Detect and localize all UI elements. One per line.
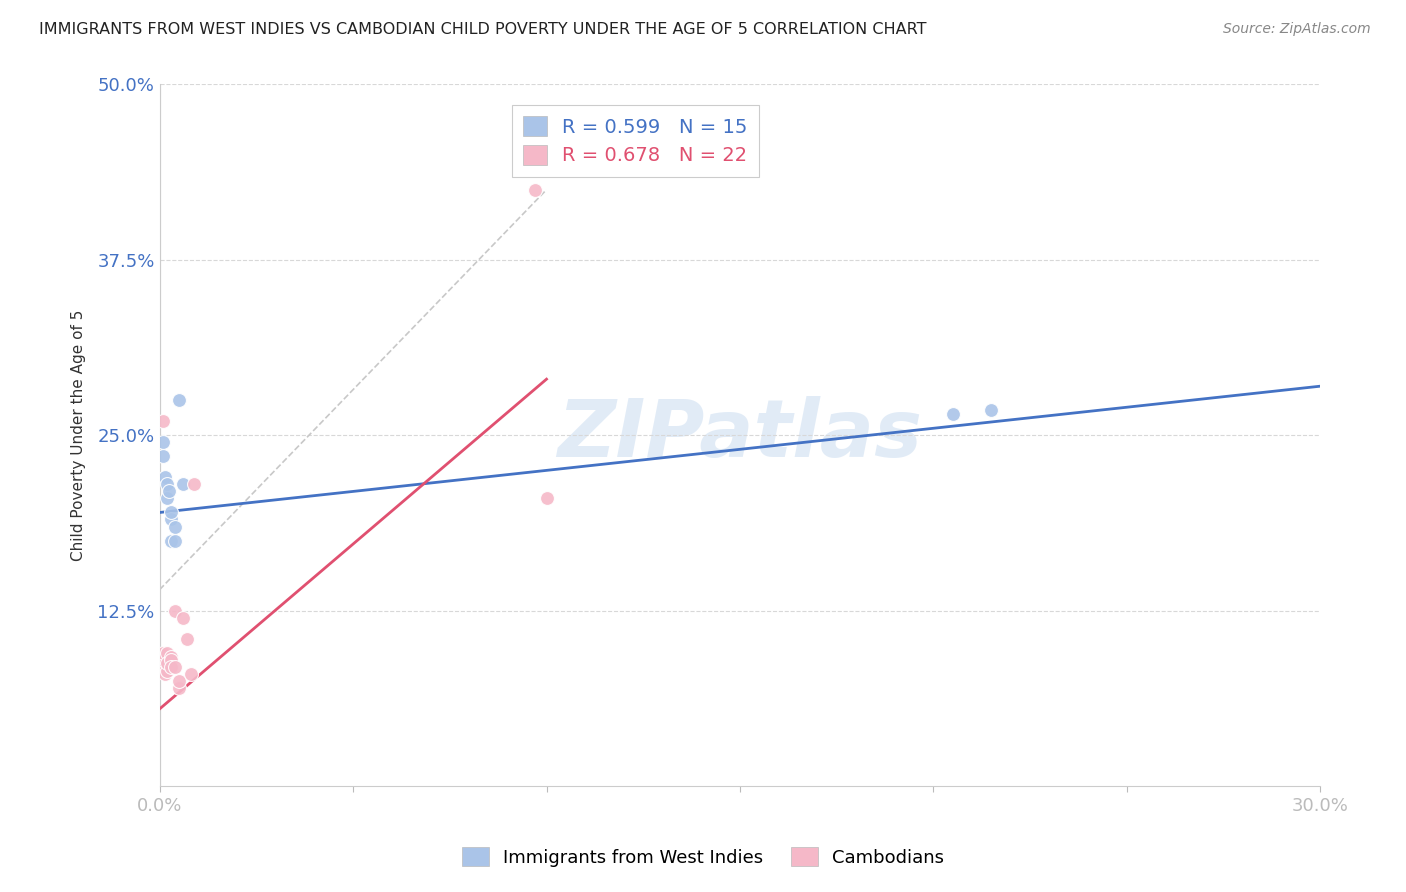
Legend: R = 0.599   N = 15, R = 0.678   N = 22: R = 0.599 N = 15, R = 0.678 N = 22 bbox=[512, 104, 759, 177]
Point bbox=[156, 477, 179, 491]
Point bbox=[165, 519, 187, 533]
Point bbox=[156, 646, 179, 660]
Point bbox=[167, 681, 190, 695]
Point bbox=[160, 650, 183, 665]
Point bbox=[180, 666, 202, 681]
Point bbox=[152, 450, 174, 464]
Legend: Immigrants from West Indies, Cambodians: Immigrants from West Indies, Cambodians bbox=[454, 840, 952, 874]
Point bbox=[172, 611, 194, 625]
Point bbox=[160, 512, 183, 526]
Point bbox=[156, 656, 179, 670]
Point bbox=[176, 632, 198, 646]
Point bbox=[156, 664, 179, 678]
Point bbox=[160, 533, 183, 548]
Point bbox=[152, 646, 174, 660]
Point bbox=[167, 673, 190, 688]
Point bbox=[165, 660, 187, 674]
Point bbox=[536, 491, 558, 506]
Text: ZIPatlas: ZIPatlas bbox=[558, 396, 922, 475]
Point bbox=[157, 484, 180, 499]
Point bbox=[152, 435, 174, 450]
Point bbox=[172, 477, 194, 491]
Point bbox=[165, 604, 187, 618]
Point bbox=[167, 393, 190, 408]
Point bbox=[523, 183, 546, 197]
Text: IMMIGRANTS FROM WEST INDIES VS CAMBODIAN CHILD POVERTY UNDER THE AGE OF 5 CORREL: IMMIGRANTS FROM WEST INDIES VS CAMBODIAN… bbox=[39, 22, 927, 37]
Point bbox=[152, 414, 174, 428]
Point bbox=[155, 666, 177, 681]
Point bbox=[152, 653, 174, 667]
Point bbox=[160, 660, 183, 674]
Point bbox=[150, 660, 173, 674]
Point bbox=[980, 403, 1002, 417]
Point bbox=[942, 407, 965, 421]
Text: Source: ZipAtlas.com: Source: ZipAtlas.com bbox=[1223, 22, 1371, 37]
Point bbox=[152, 653, 174, 667]
Y-axis label: Child Poverty Under the Age of 5: Child Poverty Under the Age of 5 bbox=[72, 310, 86, 561]
Point bbox=[183, 477, 205, 491]
Point bbox=[156, 491, 179, 506]
Point bbox=[160, 653, 183, 667]
Point bbox=[165, 533, 187, 548]
Point bbox=[160, 506, 183, 520]
Point bbox=[155, 470, 177, 484]
